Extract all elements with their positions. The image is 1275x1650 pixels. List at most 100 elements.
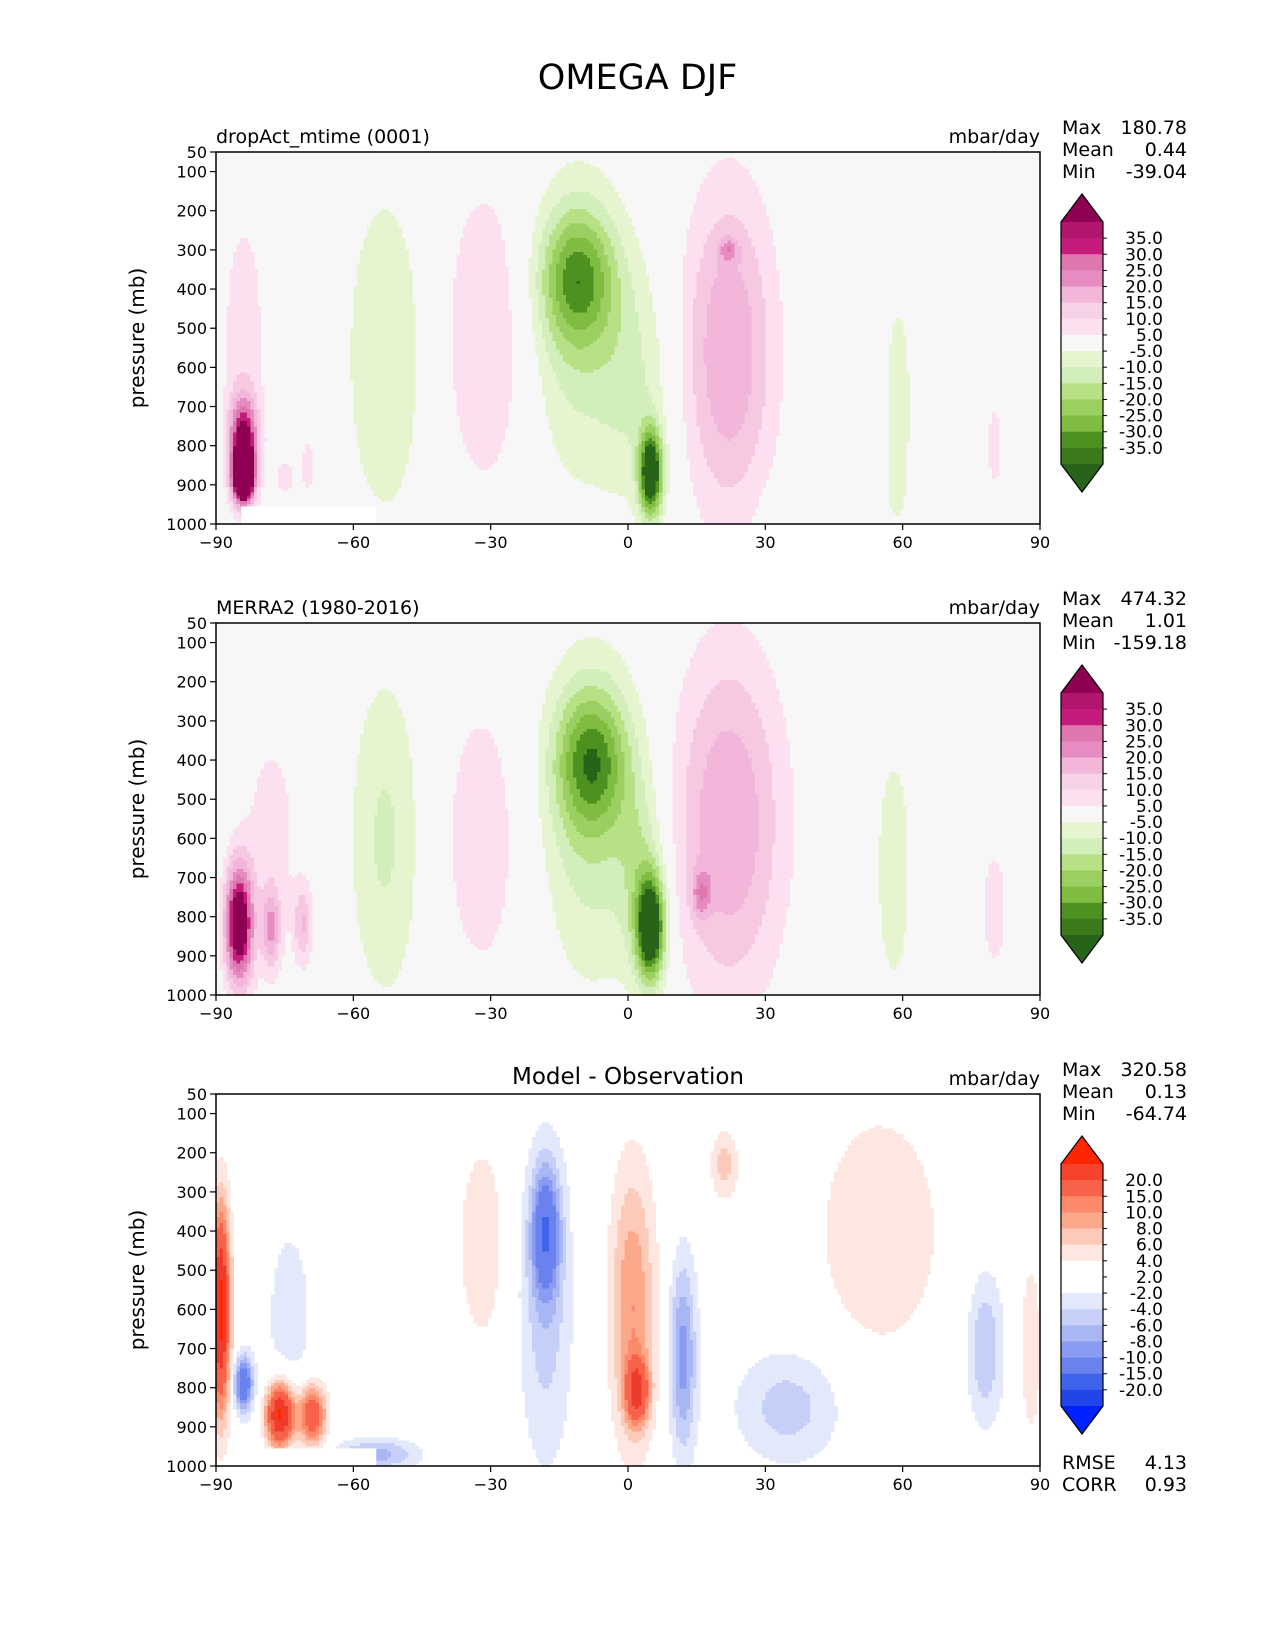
contour-cell (641, 418, 657, 422)
contour-cell (559, 663, 626, 667)
contour-cell (621, 289, 636, 293)
contour-cell (610, 237, 622, 242)
contour-cell (631, 963, 636, 967)
contour-cell (610, 1205, 622, 1210)
contour-cell (294, 914, 303, 919)
contour-cell (452, 383, 512, 388)
contour-cell (631, 891, 639, 896)
contour-cell (250, 489, 255, 494)
contour-cell (545, 226, 557, 230)
contour-cell (720, 217, 739, 222)
contour-cell (569, 677, 612, 681)
contour-cell (724, 912, 736, 916)
contour-cell (775, 800, 794, 804)
contour-cell (222, 986, 231, 990)
contour-cell (579, 717, 602, 721)
contour-cell (552, 763, 560, 767)
contour-cell (628, 498, 636, 502)
contour-cell (555, 837, 571, 842)
contour-cell (731, 1159, 739, 1164)
contour-cell (555, 1156, 564, 1161)
contour-cell (226, 489, 231, 494)
contour-cell (700, 917, 708, 922)
contour-cell (535, 275, 543, 279)
contour-cell (463, 746, 499, 750)
contour-cell (559, 169, 602, 173)
contour-cell (727, 246, 732, 250)
contour-cell (878, 874, 907, 879)
contour-cell (586, 255, 598, 259)
contour-cell (682, 297, 694, 302)
contour-cell (662, 954, 667, 959)
contour-cell (226, 972, 231, 976)
contour-cell (380, 498, 392, 502)
contour-cell (229, 900, 234, 905)
contour-cell (246, 943, 251, 947)
contour-cell (236, 503, 241, 508)
contour-cell (761, 726, 787, 730)
contour-cell (301, 478, 313, 482)
contour-cell (645, 960, 657, 965)
contour-cell (648, 512, 653, 517)
contour-cell (988, 435, 1000, 439)
contour-cell (888, 486, 907, 491)
contour-cell (676, 846, 687, 850)
contour-cell (559, 726, 567, 730)
contour-cell (713, 283, 746, 288)
contour-cell (662, 889, 667, 893)
contour-cell (696, 720, 763, 724)
contour-cell (305, 481, 313, 485)
contour-cell (689, 754, 708, 759)
contour-cell (222, 900, 227, 905)
contour-cell (267, 880, 275, 884)
contour-cell (700, 426, 718, 431)
contour-cell (353, 866, 378, 870)
contour-cell (645, 492, 657, 496)
contour-cell (356, 906, 413, 910)
contour-cell (549, 800, 557, 804)
contour-cell (593, 369, 646, 373)
contour-cell (645, 483, 657, 488)
contour-cell (645, 489, 657, 494)
contour-cell (559, 1179, 567, 1184)
contour-cell (538, 1188, 543, 1192)
contour-cell (229, 949, 234, 953)
contour-cell (686, 863, 698, 867)
contour-cell (693, 349, 705, 353)
contour-cell (226, 960, 231, 965)
contour-cell (586, 860, 602, 864)
contour-cell (236, 498, 241, 502)
contour-cell (610, 728, 619, 733)
contour-cell (559, 1168, 567, 1172)
contour-cell (751, 355, 766, 359)
contour-cell (305, 917, 310, 922)
contour-cell (621, 711, 633, 716)
colorbar-segment (1061, 431, 1103, 449)
contour-cell (882, 912, 907, 916)
contour-cell (703, 774, 756, 779)
contour-cell (682, 343, 694, 348)
contour-cell (274, 880, 310, 884)
contour-cell (367, 957, 402, 962)
contour-cell (277, 914, 282, 919)
contour-cell (545, 754, 557, 759)
contour-cell (219, 954, 224, 959)
contour-cell (233, 446, 255, 451)
contour-cell (621, 283, 633, 288)
contour-cell (696, 194, 763, 199)
contour-cell (768, 746, 790, 750)
contour-cell (583, 714, 598, 719)
contour-cell (555, 703, 567, 707)
contour-cell (700, 791, 756, 796)
contour-cell (229, 483, 234, 488)
contour-cell (597, 748, 608, 753)
contour-cell (720, 252, 736, 256)
contour-cell (583, 481, 636, 485)
contour-cell (665, 900, 670, 905)
contour-cell (583, 757, 602, 761)
contour-cell (837, 1168, 924, 1172)
contour-cell (631, 443, 639, 448)
contour-cell (579, 703, 602, 707)
contour-cell (274, 934, 279, 939)
contour-cell (617, 492, 636, 496)
